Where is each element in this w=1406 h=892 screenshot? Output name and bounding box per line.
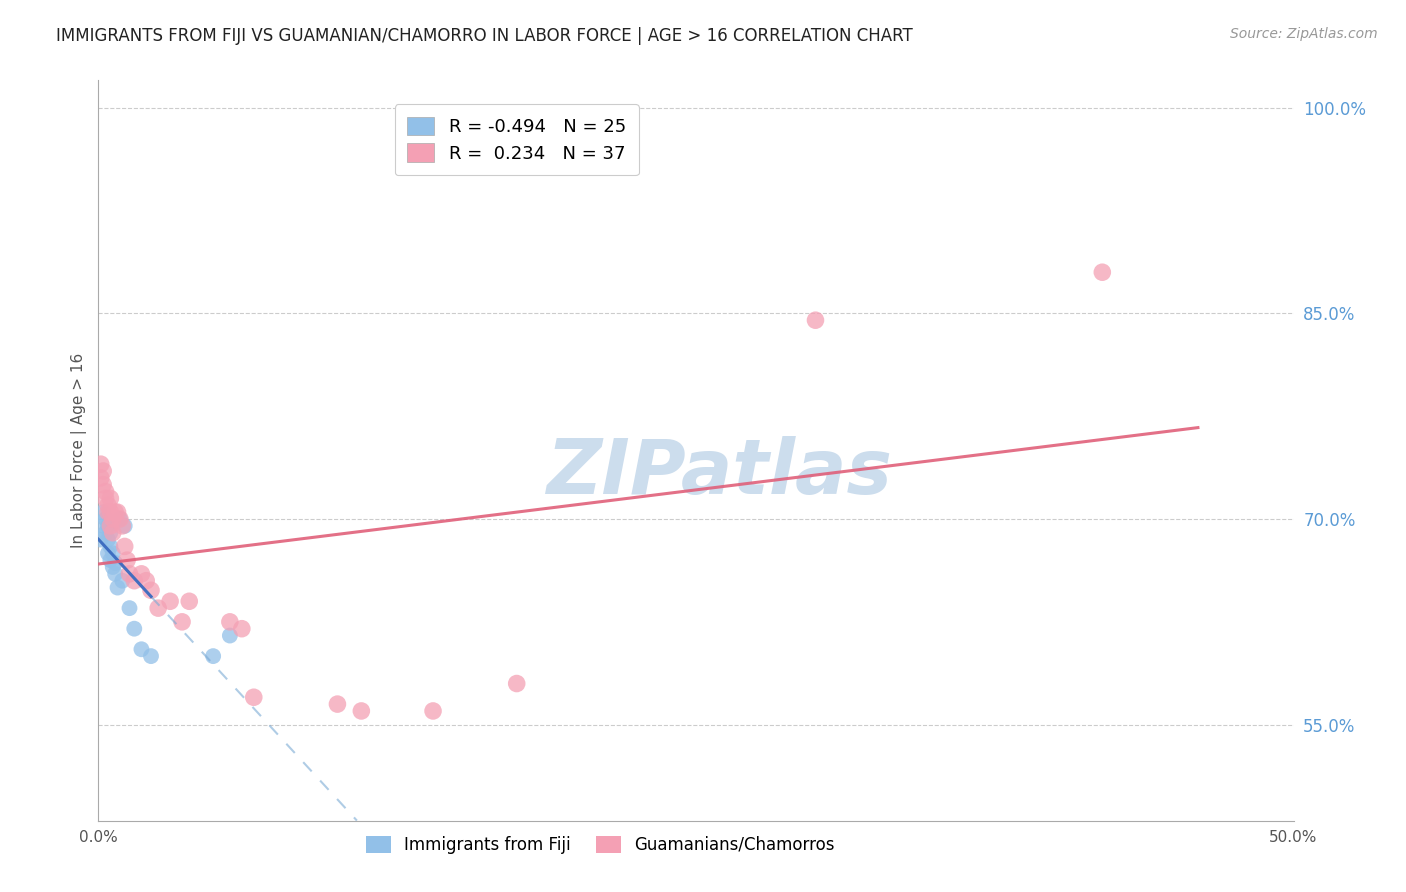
- Point: [91, 505, 114, 519]
- Point: [98, 553, 122, 567]
- Point: [97, 533, 120, 547]
- Point: [94, 512, 117, 526]
- Point: [231, 622, 253, 636]
- Point: [98, 491, 122, 506]
- Point: [179, 594, 201, 608]
- Point: [108, 512, 131, 526]
- Point: [104, 505, 127, 519]
- Point: [124, 574, 146, 588]
- Point: [202, 649, 225, 664]
- Point: [135, 574, 157, 588]
- Point: [98, 519, 122, 533]
- Point: [506, 676, 529, 690]
- Point: [124, 622, 146, 636]
- Point: [104, 556, 127, 570]
- Point: [131, 566, 153, 581]
- Point: [90, 533, 112, 547]
- Point: [350, 704, 373, 718]
- Point: [101, 560, 124, 574]
- Point: [148, 601, 170, 615]
- Point: [243, 690, 266, 705]
- Point: [94, 491, 117, 506]
- Point: [111, 574, 134, 588]
- Point: [107, 581, 129, 595]
- Point: [97, 505, 120, 519]
- Point: [139, 649, 162, 664]
- Point: [219, 628, 242, 642]
- Point: [804, 313, 827, 327]
- Text: IMMIGRANTS FROM FIJI VS GUAMANIAN/CHAMORRO IN LABOR FORCE | AGE > 16 CORRELATION: IMMIGRANTS FROM FIJI VS GUAMANIAN/CHAMOR…: [56, 27, 912, 45]
- Point: [104, 566, 127, 581]
- Point: [118, 601, 141, 615]
- Point: [91, 519, 114, 533]
- Point: [98, 505, 122, 519]
- Point: [326, 697, 349, 711]
- Point: [101, 546, 124, 560]
- Y-axis label: In Labor Force | Age > 16: In Labor Force | Age > 16: [72, 353, 87, 548]
- Text: ZIPatlas: ZIPatlas: [547, 435, 893, 509]
- Point: [1091, 265, 1114, 279]
- Point: [101, 512, 124, 526]
- Point: [101, 525, 124, 540]
- Point: [98, 525, 122, 540]
- Legend: Immigrants from Fiji, Guamanians/Chamorros: Immigrants from Fiji, Guamanians/Chamorr…: [360, 829, 841, 861]
- Text: Source: ZipAtlas.com: Source: ZipAtlas.com: [1230, 27, 1378, 41]
- Point: [97, 519, 120, 533]
- Point: [114, 540, 136, 554]
- Point: [107, 505, 129, 519]
- Point: [114, 519, 136, 533]
- Point: [172, 615, 194, 629]
- Point: [97, 498, 120, 512]
- Point: [139, 583, 162, 598]
- Point: [422, 704, 444, 718]
- Point: [98, 540, 122, 554]
- Point: [219, 615, 242, 629]
- Point: [108, 512, 131, 526]
- Point: [90, 471, 112, 485]
- Point: [90, 457, 112, 471]
- Point: [91, 464, 114, 478]
- Point: [159, 594, 181, 608]
- Point: [94, 484, 117, 499]
- Point: [111, 519, 134, 533]
- Point: [131, 642, 153, 657]
- Point: [94, 525, 117, 540]
- Point: [97, 546, 120, 560]
- Point: [91, 477, 114, 491]
- Point: [115, 553, 138, 567]
- Point: [118, 566, 141, 581]
